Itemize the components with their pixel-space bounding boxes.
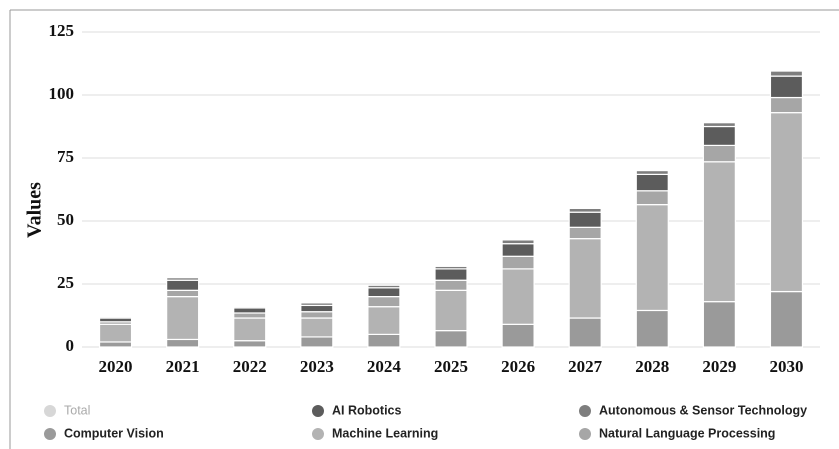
legend-marker — [579, 405, 591, 417]
bar-segment — [233, 317, 267, 342]
x-tick-label: 2029 — [702, 357, 736, 376]
bar-segment — [300, 302, 334, 307]
legend-marker — [44, 405, 56, 417]
legend-marker — [312, 405, 324, 417]
bar-segment — [166, 277, 200, 281]
y-tick-label: 100 — [49, 84, 75, 103]
legend-marker — [44, 428, 56, 440]
bar-segment — [702, 161, 736, 303]
bar-segment — [702, 125, 736, 146]
bar-segment — [769, 96, 804, 114]
bar-segment — [233, 340, 267, 348]
bar-segment — [769, 112, 804, 293]
bar-segment — [769, 70, 804, 77]
bar-segment — [166, 296, 200, 341]
bar-segment — [568, 211, 602, 228]
bar-segment — [568, 238, 602, 319]
bar-segment — [367, 333, 401, 348]
x-tick-label: 2030 — [769, 357, 803, 376]
legend-label: Autonomous & Sensor Technology — [599, 403, 807, 417]
bar-segment — [769, 75, 804, 99]
bar-segment — [635, 170, 669, 175]
bar-segment — [367, 306, 401, 335]
bar-segment — [434, 265, 468, 270]
bar-segment — [434, 279, 468, 291]
bar-segment — [166, 289, 200, 298]
bar-segment — [166, 279, 200, 291]
bar-segment — [98, 316, 133, 319]
x-tick-label: 2028 — [635, 357, 669, 376]
legend-label: Total — [64, 403, 90, 417]
x-tick-label: 2027 — [568, 357, 603, 376]
legend-label: Computer Vision — [64, 426, 164, 440]
legend-marker — [312, 428, 324, 440]
legend-label: Machine Learning — [332, 426, 438, 440]
bar-segment — [635, 173, 669, 192]
bar-segment — [300, 304, 334, 313]
bar-segment — [233, 312, 267, 319]
bar-segment — [367, 284, 401, 289]
bar-segment — [635, 204, 669, 312]
bar-segment — [501, 255, 535, 270]
bar-segment — [501, 243, 535, 257]
x-tick-label: 2022 — [233, 357, 267, 376]
bar-segment — [568, 226, 602, 240]
bar-segment — [367, 287, 401, 298]
legend-label: Natural Language Processing — [599, 426, 775, 440]
bar-segment — [769, 290, 804, 348]
bar-segment — [635, 190, 669, 206]
bar-segment — [702, 122, 736, 128]
bar-segment — [702, 301, 736, 348]
y-tick-label: 50 — [57, 210, 74, 229]
bar-segment — [568, 207, 602, 213]
bar-segment — [233, 306, 267, 309]
legend-marker — [579, 428, 591, 440]
y-tick-label: 75 — [57, 147, 74, 166]
bar-segment — [300, 336, 334, 348]
bar-segment — [98, 323, 133, 343]
bar-segment — [300, 317, 334, 338]
bar-segment — [635, 309, 669, 348]
legend-label: AI Robotics — [332, 403, 401, 417]
bar-segment — [501, 268, 535, 325]
y-tick-label: 25 — [57, 273, 74, 292]
bar-segment — [367, 296, 401, 308]
x-tick-label: 2026 — [501, 357, 535, 376]
bar-segment — [300, 311, 334, 319]
x-tick-label: 2025 — [434, 357, 468, 376]
bar-segment — [434, 289, 468, 332]
bar-segment — [434, 330, 468, 348]
x-tick-label: 2020 — [99, 357, 133, 376]
bar-segment — [702, 144, 736, 163]
y-axis-label: Values — [24, 182, 46, 238]
y-tick-label: 0 — [66, 336, 75, 355]
x-tick-label: 2024 — [367, 357, 402, 376]
bar-segment — [434, 268, 468, 281]
bar-segment — [233, 307, 267, 314]
x-tick-label: 2023 — [300, 357, 334, 376]
y-tick-label: 125 — [49, 21, 75, 40]
bar-segment — [166, 338, 200, 348]
bar-segment — [98, 341, 133, 348]
bar-segment — [501, 239, 535, 245]
bar-segment — [501, 323, 535, 348]
bar-segment — [568, 317, 602, 348]
x-tick-label: 2021 — [166, 357, 200, 376]
